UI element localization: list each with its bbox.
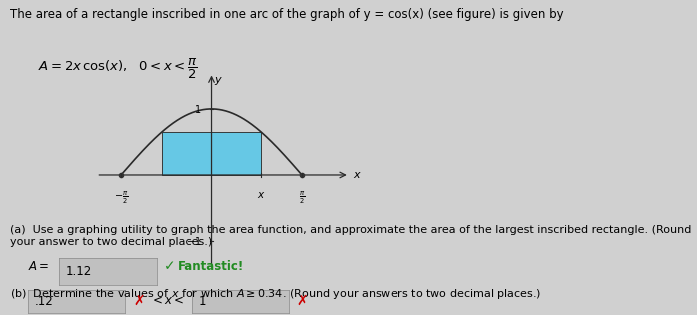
Bar — [162, 132, 261, 175]
Text: (a)  Use a graphing utility to graph the area function, and approximate the area: (a) Use a graphing utility to graph the … — [10, 225, 692, 247]
Text: 1: 1 — [199, 295, 206, 308]
Text: $\frac{\pi}{2}$: $\frac{\pi}{2}$ — [299, 190, 305, 206]
Text: $-1$: $-1$ — [185, 235, 201, 247]
Text: Fantastic!: Fantastic! — [178, 260, 244, 273]
Text: ✓: ✓ — [164, 259, 176, 273]
Text: .12: .12 — [35, 295, 54, 308]
Text: $A =$: $A =$ — [28, 260, 49, 273]
Text: $A = 2x\,\cos(x),\ \ 0 < x < \dfrac{\pi}{2}$: $A = 2x\,\cos(x),\ \ 0 < x < \dfrac{\pi}… — [38, 57, 198, 81]
Text: $x$: $x$ — [256, 190, 266, 199]
Text: $< x <$: $< x <$ — [150, 294, 184, 307]
Text: ✗: ✗ — [134, 294, 146, 308]
Text: (b)  Determine the values of $x$ for which $A \geq 0.34$. (Round your answers to: (b) Determine the values of $x$ for whic… — [10, 287, 542, 301]
Text: ✗: ✗ — [296, 294, 308, 308]
Text: $y$: $y$ — [215, 75, 223, 87]
Text: $x$: $x$ — [353, 170, 362, 180]
Text: The area of a rectangle inscribed in one arc of the graph of y = cos(x) (see fig: The area of a rectangle inscribed in one… — [10, 8, 564, 21]
Text: $1$: $1$ — [194, 103, 201, 115]
Text: $-\frac{\pi}{2}$: $-\frac{\pi}{2}$ — [114, 190, 128, 206]
Text: 1.12: 1.12 — [66, 265, 92, 278]
